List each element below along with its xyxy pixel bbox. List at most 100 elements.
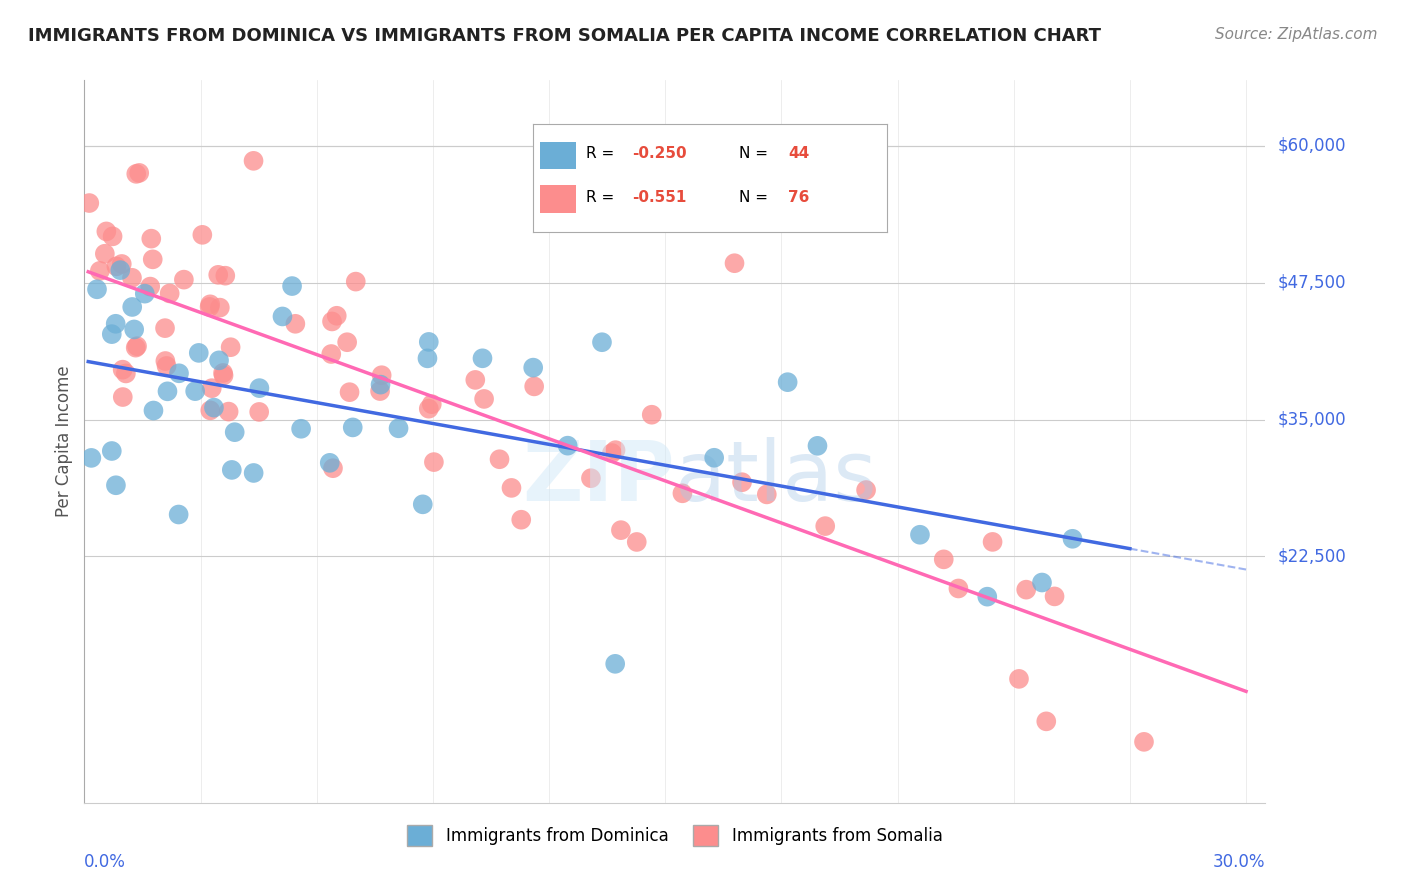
Immigrants from Somalia xyxy=(423,455,446,469)
Immigrants from Somalia xyxy=(105,260,128,274)
Immigrants from Somalia xyxy=(731,475,754,490)
Immigrants from Dominica xyxy=(370,377,392,392)
Immigrants from Somalia xyxy=(932,552,955,566)
Text: $35,000: $35,000 xyxy=(1277,410,1346,429)
Immigrants from Dominica xyxy=(605,657,627,671)
Immigrants from Dominica xyxy=(976,590,998,604)
Immigrants from Dominica xyxy=(110,263,132,277)
Immigrants from Somalia xyxy=(89,264,111,278)
Immigrants from Somalia xyxy=(111,257,134,271)
Text: 0.0%: 0.0% xyxy=(84,854,127,871)
Immigrants from Somalia xyxy=(125,339,148,353)
Immigrants from Somalia xyxy=(208,301,231,315)
Immigrants from Dominica xyxy=(387,421,409,435)
Immigrants from Dominica xyxy=(86,282,108,296)
Immigrants from Dominica xyxy=(167,366,190,380)
Immigrants from Somalia xyxy=(173,272,195,286)
Immigrants from Somalia xyxy=(510,513,533,527)
Immigrants from Somalia xyxy=(212,366,235,380)
Immigrants from Dominica xyxy=(591,335,613,350)
Immigrants from Dominica xyxy=(412,497,434,511)
Immigrants from Dominica xyxy=(142,403,165,417)
Immigrants from Somalia xyxy=(218,404,240,418)
Immigrants from Somalia xyxy=(464,373,486,387)
Immigrants from Dominica xyxy=(104,478,127,492)
Immigrants from Somalia xyxy=(79,196,101,211)
Immigrants from Somalia xyxy=(501,481,523,495)
Immigrants from Somalia xyxy=(488,452,510,467)
Immigrants from Dominica xyxy=(418,334,440,349)
Immigrants from Dominica xyxy=(134,286,156,301)
Immigrants from Somalia xyxy=(200,403,222,417)
Immigrants from Dominica xyxy=(342,420,364,434)
Immigrants from Dominica xyxy=(247,381,270,395)
Immigrants from Somalia xyxy=(159,286,181,301)
Immigrants from Dominica xyxy=(471,351,494,366)
Immigrants from Dominica xyxy=(271,310,294,324)
Legend: Immigrants from Dominica, Immigrants from Somalia: Immigrants from Dominica, Immigrants fro… xyxy=(401,819,949,852)
Immigrants from Somalia xyxy=(121,270,143,285)
Immigrants from Somalia xyxy=(115,367,138,381)
Immigrants from Dominica xyxy=(522,360,544,375)
Immigrants from Dominica xyxy=(121,300,143,314)
Immigrants from Dominica xyxy=(1031,575,1053,590)
Immigrants from Somalia xyxy=(94,246,117,260)
Immigrants from Dominica xyxy=(184,384,207,399)
Immigrants from Somalia xyxy=(1035,714,1057,729)
Immigrants from Somalia xyxy=(219,340,242,354)
Immigrants from Somalia xyxy=(723,256,745,270)
Immigrants from Somalia xyxy=(111,390,134,404)
Text: $47,500: $47,500 xyxy=(1277,274,1346,292)
Immigrants from Dominica xyxy=(242,466,264,480)
Immigrants from Dominica xyxy=(156,384,179,399)
Immigrants from Dominica xyxy=(202,401,225,415)
Immigrants from Dominica xyxy=(208,353,231,368)
Immigrants from Somalia xyxy=(96,224,118,238)
Immigrants from Somalia xyxy=(368,384,391,398)
Immigrants from Somalia xyxy=(420,397,443,411)
Immigrants from Somalia xyxy=(605,443,627,458)
Immigrants from Dominica xyxy=(221,463,243,477)
Immigrants from Dominica xyxy=(104,317,127,331)
Immigrants from Somalia xyxy=(155,359,177,373)
Text: ZIP: ZIP xyxy=(523,437,675,518)
Immigrants from Somalia xyxy=(142,252,165,267)
Text: Source: ZipAtlas.com: Source: ZipAtlas.com xyxy=(1215,27,1378,42)
Immigrants from Somalia xyxy=(141,232,163,246)
Immigrants from Somalia xyxy=(191,227,214,242)
Y-axis label: Per Capita Income: Per Capita Income xyxy=(55,366,73,517)
Immigrants from Somalia xyxy=(1043,590,1066,604)
Immigrants from Somalia xyxy=(336,335,359,350)
Immigrants from Somalia xyxy=(339,385,361,400)
Immigrants from Dominica xyxy=(908,527,931,541)
Text: atlas: atlas xyxy=(675,437,876,518)
Text: $60,000: $60,000 xyxy=(1277,137,1346,155)
Immigrants from Dominica xyxy=(416,351,439,366)
Immigrants from Dominica xyxy=(557,439,579,453)
Text: $22,500: $22,500 xyxy=(1277,548,1346,566)
Immigrants from Somalia xyxy=(671,486,693,500)
Immigrants from Somalia xyxy=(326,309,349,323)
Immigrants from Dominica xyxy=(290,422,312,436)
Immigrants from Somalia xyxy=(948,582,970,596)
Immigrants from Somalia xyxy=(198,300,221,314)
Immigrants from Somalia xyxy=(242,153,264,168)
Immigrants from Somalia xyxy=(523,379,546,393)
Immigrants from Somalia xyxy=(981,535,1004,549)
Immigrants from Somalia xyxy=(1015,582,1038,597)
Immigrants from Somalia xyxy=(321,347,343,361)
Immigrants from Dominica xyxy=(806,439,828,453)
Immigrants from Somalia xyxy=(855,483,877,497)
Immigrants from Somalia xyxy=(153,321,176,335)
Immigrants from Somalia xyxy=(198,297,221,311)
Immigrants from Dominica xyxy=(281,279,304,293)
Immigrants from Somalia xyxy=(418,401,440,416)
Immigrants from Somalia xyxy=(207,268,229,282)
Immigrants from Somalia xyxy=(755,487,778,501)
Immigrants from Somalia xyxy=(814,519,837,533)
Immigrants from Somalia xyxy=(610,523,633,537)
Immigrants from Somalia xyxy=(111,362,134,376)
Immigrants from Somalia xyxy=(284,317,307,331)
Immigrants from Dominica xyxy=(167,508,190,522)
Immigrants from Somalia xyxy=(139,279,162,293)
